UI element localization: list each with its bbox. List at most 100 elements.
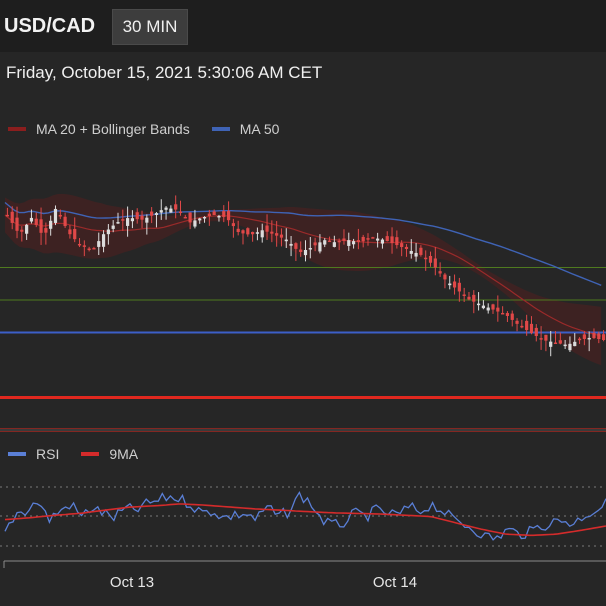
x-tick-label-oct14: Oct 14 [373, 574, 417, 591]
candle-body [356, 240, 360, 243]
candle-body [111, 225, 115, 229]
candle-body [289, 243, 293, 246]
candle-body [39, 219, 43, 233]
candle-body [34, 218, 38, 225]
candle-body [371, 237, 375, 239]
candle-body [414, 252, 418, 257]
candle-body [68, 229, 72, 235]
candle-body [265, 225, 269, 232]
candle-body [236, 228, 240, 233]
candle-body [198, 218, 202, 221]
rsi-9ma-line [4, 503, 606, 537]
candle-body [212, 211, 216, 216]
rsi-legend: RSI 9MA [8, 446, 160, 462]
candle-body [313, 242, 317, 246]
candle-body [275, 233, 279, 236]
candle-body [481, 305, 485, 309]
candle-body [126, 218, 130, 226]
candle-body [404, 246, 409, 249]
bollinger-band-area [5, 193, 602, 366]
moving-average-lines [4, 201, 602, 337]
candle-body [558, 340, 562, 344]
candle-body [44, 228, 48, 233]
candle-body [308, 248, 312, 250]
candle-body [63, 216, 67, 227]
candle-body [231, 223, 235, 227]
candle-body [20, 229, 24, 232]
candle-body [97, 241, 101, 247]
candle-body [178, 211, 183, 214]
candle-body [58, 215, 62, 217]
candle-body [549, 341, 553, 347]
candle-body [597, 333, 601, 340]
candle-body [135, 212, 139, 220]
candle-body [577, 338, 582, 341]
candle-body [318, 242, 322, 252]
candle-body [77, 243, 82, 246]
candle-body [183, 216, 187, 219]
rsi-series [4, 490, 606, 541]
candle-body [601, 334, 606, 340]
instrument-title: USD/CAD [4, 15, 96, 37]
candle-body [366, 238, 370, 240]
candle-body [553, 342, 558, 345]
candle-body [222, 211, 226, 217]
candle-body [53, 208, 58, 223]
legend-item-rsi[interactable]: RSI [8, 446, 59, 462]
candle-body [390, 236, 394, 244]
legend-item-ma50[interactable]: MA 50 [211, 121, 279, 137]
top-bar: USD/CAD 30 MIN [0, 0, 606, 52]
candle-body [582, 334, 586, 339]
candle-body [476, 303, 481, 306]
x-tick-label-oct13: Oct 13 [110, 574, 154, 591]
legend-label-ma20: MA 20 + Bollinger Bands [36, 121, 190, 137]
candle-body [544, 334, 548, 341]
candle-body [347, 240, 351, 246]
candle-body [25, 224, 29, 234]
legend-item-9ma[interactable]: 9MA [81, 446, 138, 462]
candle-body [217, 215, 221, 218]
candle-body [82, 245, 86, 247]
candle-body [255, 232, 260, 234]
candle-body [174, 204, 178, 210]
candle-body [496, 307, 500, 312]
candle-body [159, 210, 163, 213]
legend-label-rsi: RSI [36, 446, 60, 462]
candle-body [49, 220, 53, 229]
candle-body [323, 240, 327, 245]
bollinger-band [5, 193, 602, 366]
candle-body [491, 304, 495, 310]
rsi-grid-lines [0, 486, 606, 547]
legend-item-ma20[interactable]: MA 20 + Bollinger Bands [8, 121, 190, 137]
candle-body [130, 218, 135, 222]
candle-body [376, 238, 380, 241]
candle-body [226, 210, 231, 221]
candle-body [409, 250, 413, 254]
candle-body [169, 208, 173, 213]
candle-body [501, 312, 505, 315]
timeframe-button[interactable]: 30 MIN [112, 9, 188, 45]
candle-body [150, 211, 154, 216]
candle-body [241, 230, 245, 234]
legend-swatch-rsi [8, 452, 26, 456]
candle-body [5, 214, 10, 217]
candle-body [246, 228, 250, 235]
candle-body [587, 337, 591, 340]
candle-body [337, 240, 341, 243]
candle-body [457, 282, 461, 292]
candle-body [279, 234, 284, 238]
candle-body [116, 222, 120, 224]
rsi-line [4, 490, 606, 541]
candle-body [443, 274, 447, 280]
candle-body [101, 234, 106, 247]
candle-body [10, 211, 14, 223]
candle-body [452, 281, 457, 288]
candle-body [154, 213, 159, 215]
candle-body [462, 294, 466, 296]
candle-body [92, 247, 96, 250]
candle-body [395, 237, 399, 246]
candle-body [448, 283, 452, 286]
chart-timestamp: Friday, October 15, 2021 5:30:06 AM CET [6, 63, 323, 82]
candle-body [486, 307, 490, 311]
